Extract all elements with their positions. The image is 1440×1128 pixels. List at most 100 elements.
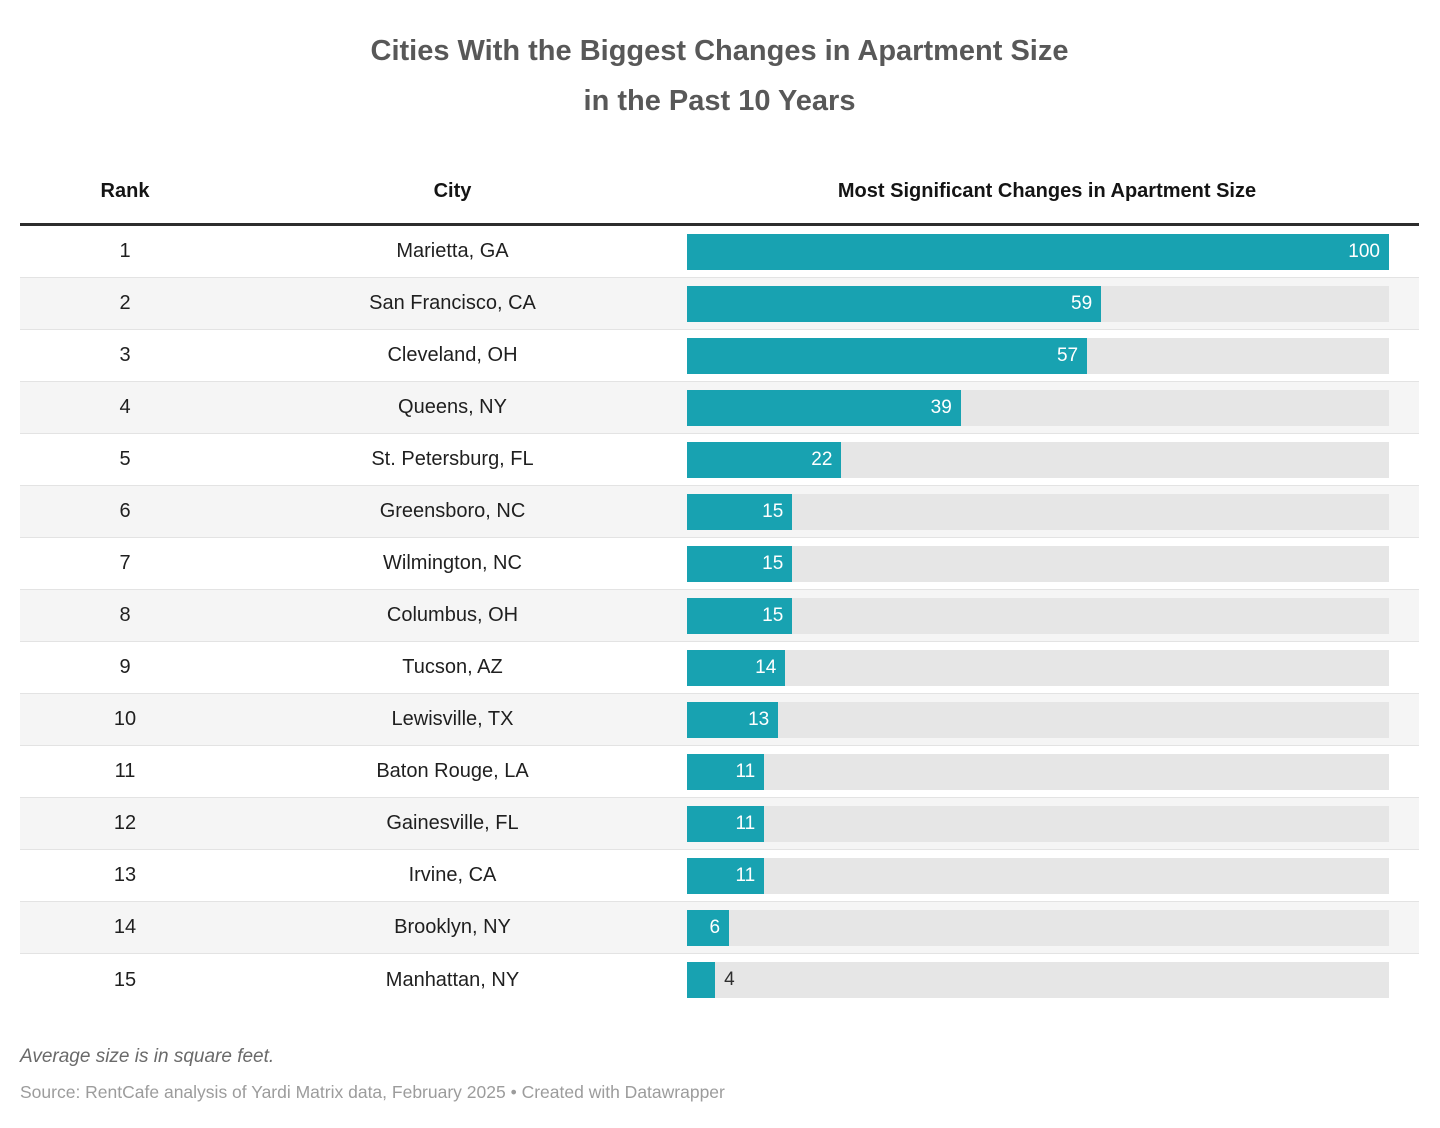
bar-track: 39	[687, 389, 1389, 426]
bar-cell: 39	[675, 389, 1419, 426]
table-row: 12 Gainesville, FL 11	[20, 798, 1419, 850]
source-text: Source: RentCafe analysis of Yardi Matri…	[20, 1082, 506, 1102]
bar-cell: 15	[675, 545, 1419, 582]
rank-cell: 10	[113, 708, 137, 730]
bar	[687, 962, 716, 998]
city-cell: Cleveland, OH	[387, 344, 518, 366]
table-row: 4 Queens, NY 39	[20, 382, 1419, 434]
city-cell: Brooklyn, NY	[394, 916, 511, 938]
bar: 57	[687, 337, 1088, 374]
bar-value-inside: 11	[735, 760, 756, 782]
bar: 13	[687, 701, 779, 738]
rank-cell: 13	[113, 864, 137, 886]
bar: 15	[687, 597, 793, 634]
bar-cell: 11	[675, 805, 1419, 842]
bar-track: 11	[687, 753, 1389, 790]
bar-track: 57	[687, 337, 1389, 374]
bar: 11	[687, 753, 765, 790]
bar-value-inside: 100	[1348, 240, 1380, 262]
bar-cell: 15	[675, 493, 1419, 530]
city-cell: Greensboro, NC	[379, 500, 526, 522]
bar: 59	[687, 285, 1102, 322]
city-cell: Marietta, GA	[396, 240, 509, 262]
bar-cell: 11	[675, 857, 1419, 894]
city-cell: Columbus, OH	[386, 604, 519, 626]
bar-track: 22	[687, 441, 1389, 478]
bar-track: 100	[687, 233, 1389, 270]
bar-value-inside: 57	[1056, 344, 1079, 366]
table-row: 6 Greensboro, NC 15	[20, 486, 1419, 538]
rank-cell: 15	[113, 968, 137, 991]
bar-track: 15	[687, 597, 1389, 634]
table-row: 15 Manhattan, NY 4	[20, 954, 1419, 1006]
bar-cell: 22	[675, 441, 1419, 478]
city-cell: San Francisco, CA	[369, 292, 536, 314]
bar: 22	[687, 441, 842, 478]
datawrapper-attribution-link[interactable]: Created with Datawrapper	[521, 1082, 725, 1102]
chart-title: Cities With the Biggest Changes in Apart…	[20, 26, 1419, 126]
bar: 14	[687, 649, 786, 686]
bar-value-outside: 4	[724, 969, 735, 990]
city-cell: Baton Rouge, LA	[376, 760, 529, 782]
rank-cell: 5	[119, 448, 131, 470]
table-row: 1 Marietta, GA 100	[20, 226, 1419, 278]
bar: 6	[687, 909, 730, 946]
bar-track: 13	[687, 701, 1389, 738]
bar-value-inside: 6	[709, 916, 721, 938]
city-cell: St. Petersburg, FL	[371, 448, 534, 470]
table-row: 2 San Francisco, CA 59	[20, 278, 1419, 330]
bar-track: 11	[687, 805, 1389, 842]
table-row: 5 St. Petersburg, FL 22	[20, 434, 1419, 486]
bar-track: 15	[687, 545, 1389, 582]
bar-track: 6	[687, 909, 1389, 946]
column-header-bar: Most Significant Changes in Apartment Si…	[837, 180, 1257, 202]
bar-value-inside: 13	[748, 708, 770, 730]
bar: 11	[687, 805, 765, 842]
bar-cell: 59	[675, 285, 1419, 322]
city-cell: Irvine, CA	[408, 864, 497, 886]
rank-cell: 8	[119, 604, 131, 626]
bar-cell: 14	[675, 649, 1419, 686]
column-header-rank: Rank	[100, 180, 150, 202]
source-line: Source: RentCafe analysis of Yardi Matri…	[20, 1082, 1419, 1103]
bar-value-inside: 11	[735, 812, 756, 834]
rank-cell: 7	[119, 552, 131, 574]
bar-value-inside: 15	[762, 500, 784, 522]
table-row: 7 Wilmington, NC 15	[20, 538, 1419, 590]
bar: 15	[687, 545, 793, 582]
bar-cell: 57	[675, 337, 1419, 374]
rank-cell: 9	[119, 656, 131, 678]
bar-cell: 11	[675, 753, 1419, 790]
city-cell: Tucson, AZ	[402, 656, 503, 678]
chart-title-line2: in the Past 10 Years	[583, 85, 856, 117]
rank-cell: 12	[113, 812, 137, 834]
table-row: 11 Baton Rouge, LA 11	[20, 746, 1419, 798]
bar-track: 11	[687, 857, 1389, 894]
bar-cell: 13	[675, 701, 1419, 738]
bar-value-inside: 22	[811, 448, 833, 470]
city-cell: Gainesville, FL	[386, 812, 519, 834]
rank-cell: 14	[113, 916, 137, 938]
bar: 11	[687, 857, 765, 894]
rank-cell: 1	[119, 240, 131, 262]
chart-title-line1: Cities With the Biggest Changes in Apart…	[370, 35, 1069, 67]
bar-value-inside: 15	[762, 552, 784, 574]
column-headers: Rank City Most Significant Changes in Ap…	[20, 180, 1419, 226]
bar-track: 15	[687, 493, 1389, 530]
bar-value-inside: 11	[735, 864, 756, 886]
city-cell: Manhattan, NY	[385, 968, 520, 991]
bar-track: 59	[687, 285, 1389, 322]
footnote: Average size is in square feet.	[20, 1046, 275, 1067]
bar-value-inside: 14	[755, 656, 777, 678]
bar: 39	[687, 389, 961, 426]
table-body: 1 Marietta, GA 100 2 San Francisco, CA	[20, 226, 1419, 1006]
bar-cell: 100	[675, 233, 1419, 270]
table-row: 13 Irvine, CA 11	[20, 850, 1419, 902]
bar-track: 4	[687, 962, 1389, 998]
rank-cell: 6	[119, 500, 131, 522]
bar: 15	[687, 493, 793, 530]
bar-cell: 4	[675, 962, 1419, 998]
table-row: 14 Brooklyn, NY 6	[20, 902, 1419, 954]
city-cell: Lewisville, TX	[391, 708, 514, 730]
